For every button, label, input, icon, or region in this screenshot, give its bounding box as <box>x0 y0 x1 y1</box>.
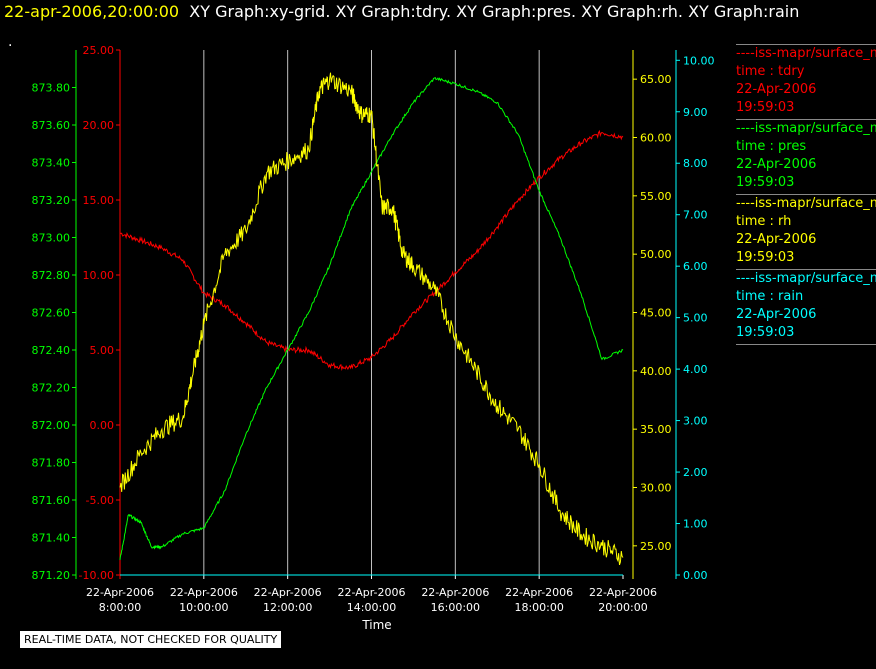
pres-tick-label: 872.40 <box>32 344 71 357</box>
legend-text: 22-Apr-2006 <box>736 232 817 247</box>
pres-tick-label: 871.80 <box>32 457 71 470</box>
legend-text: 19:59:03 <box>736 325 795 340</box>
tdry-tick-label: -10.00 <box>79 569 114 582</box>
legend: ----iss-mapr/surface_m time : tdry 22-Apr-… <box>736 44 876 347</box>
tdry-tick-label: -5.00 <box>86 494 114 507</box>
tdry-tick-label: 25.00 <box>83 44 115 57</box>
rain-tick-label: 5.00 <box>683 312 708 325</box>
x-tick-label: 18:00:00 <box>514 601 563 614</box>
rain-tick-label: 9.00 <box>683 106 708 119</box>
legend-text: ----iss-mapr/surface_m <box>736 271 876 286</box>
x-tick-label: 12:00:00 <box>263 601 312 614</box>
rh-tick-label: 50.00 <box>640 248 672 261</box>
pres-tick-label: 872.60 <box>32 307 71 320</box>
pres-tick-label: 873.80 <box>32 82 71 95</box>
pres-tick-label: 871.20 <box>32 569 71 582</box>
rain-tick-label: 2.00 <box>683 466 708 479</box>
x-tick-label: 16:00:00 <box>431 601 480 614</box>
tdry-tick-label: 20.00 <box>83 119 115 132</box>
rain-tick-label: 4.00 <box>683 363 708 376</box>
rh-tick-label: 30.00 <box>640 482 672 495</box>
x-tick-label: 22-Apr-2006 <box>86 586 154 599</box>
rain-tick-label: 3.00 <box>683 415 708 428</box>
x-tick-label: 22-Apr-2006 <box>337 586 405 599</box>
legend-text: ----iss-mapr/surface_m <box>736 121 876 136</box>
series-line-rh <box>119 72 624 566</box>
legend-text: 19:59:03 <box>736 175 795 190</box>
legend-text: 22-Apr-2006 <box>736 307 817 322</box>
x-axis-label: Time <box>361 618 391 632</box>
chart-header: 22-apr-2006,20:00:00 XY Graph:xy-grid. X… <box>4 2 799 21</box>
pres-tick-label: 872.20 <box>32 382 71 395</box>
pres-tick-label: 873.00 <box>32 232 71 245</box>
x-tick-label: 22-Apr-2006 <box>505 586 573 599</box>
legend-text: time : rain <box>736 289 804 304</box>
pres-tick-label: 872.00 <box>32 419 71 432</box>
axes: 22-Apr-2006 8:00:00 22-Apr-2006 10:00:00 22-… <box>32 44 715 614</box>
rain-tick-label: 0.00 <box>683 569 708 582</box>
data-quality-disclaimer: REAL-TIME DATA, NOT CHECKED FOR QUALITY <box>20 631 282 648</box>
rain-tick-label: 10.00 <box>683 54 715 67</box>
legend-text: 19:59:03 <box>736 100 795 115</box>
series-layer <box>119 72 624 576</box>
series-line-pres <box>119 76 624 561</box>
status-dot: . <box>8 34 13 50</box>
legend-text: ----iss-mapr/surface_m <box>736 46 876 61</box>
legend-divider <box>736 344 876 345</box>
legend-text: ----iss-mapr/surface_m <box>736 196 876 211</box>
legend-text: 19:59:03 <box>736 250 795 265</box>
tdry-tick-label: 15.00 <box>83 194 115 207</box>
legend-text: 22-Apr-2006 <box>736 82 817 97</box>
x-tick-label: 14:00:00 <box>347 601 396 614</box>
rain-tick-label: 6.00 <box>683 260 708 273</box>
legend-text: 22-Apr-2006 <box>736 157 817 172</box>
x-tick-label: 22-Apr-2006 <box>589 586 657 599</box>
legend-text: time : tdry <box>736 64 805 79</box>
pres-tick-label: 873.20 <box>32 194 71 207</box>
tdry-tick-label: 10.00 <box>83 269 115 282</box>
pres-tick-label: 873.40 <box>32 157 71 170</box>
x-tick-label: 8:00:00 <box>99 601 141 614</box>
pres-tick-label: 871.60 <box>32 494 71 507</box>
grid-lines <box>203 50 540 575</box>
x-tick-label: 10:00:00 <box>179 601 228 614</box>
pres-tick-label: 873.60 <box>32 119 71 132</box>
rh-tick-label: 40.00 <box>640 365 672 378</box>
rain-tick-label: 8.00 <box>683 157 708 170</box>
header-graph-list: XY Graph:xy-grid. XY Graph:tdry. XY Grap… <box>189 2 800 21</box>
rain-tick-label: 1.00 <box>683 518 708 531</box>
x-tick-label: 22-Apr-2006 <box>254 586 322 599</box>
rh-tick-label: 25.00 <box>640 540 672 553</box>
legend-text: time : pres <box>736 139 807 154</box>
pres-tick-label: 872.80 <box>32 269 71 282</box>
x-tick-label: 20:00:00 <box>598 601 647 614</box>
series-line-tdry <box>119 129 624 372</box>
pres-tick-label: 871.40 <box>32 532 71 545</box>
tdry-tick-label: 0.00 <box>90 419 115 432</box>
rh-tick-label: 45.00 <box>640 307 672 320</box>
legend-text: time : rh <box>736 214 792 229</box>
rh-tick-label: 60.00 <box>640 132 672 145</box>
rh-tick-label: 55.00 <box>640 190 672 203</box>
x-tick-label: 22-Apr-2006 <box>421 586 489 599</box>
x-tick-label: 22-Apr-2006 <box>170 586 238 599</box>
rain-tick-label: 7.00 <box>683 209 708 222</box>
header-timestamp: 22-apr-2006,20:00:00 <box>4 2 180 21</box>
tdry-tick-label: 5.00 <box>90 344 115 357</box>
rh-tick-label: 65.00 <box>640 73 672 86</box>
rh-tick-label: 35.00 <box>640 423 672 436</box>
